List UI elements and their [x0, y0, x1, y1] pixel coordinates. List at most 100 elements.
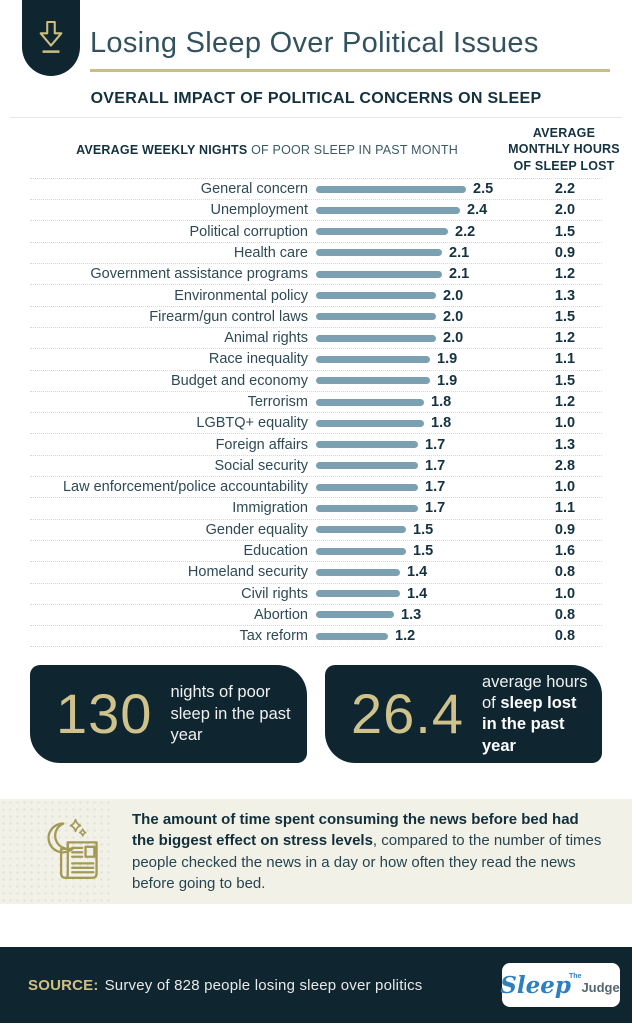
- hours-value: 2.2: [554, 181, 576, 198]
- nights-value: 2.1: [449, 244, 470, 261]
- table-row: Firearm/gun control laws 2.0 1.5: [30, 307, 602, 328]
- column-headers: AVERAGE WEEKLY NIGHTS OF POOR SLEEP IN P…: [30, 124, 624, 176]
- category-label: Budget and economy: [170, 372, 308, 389]
- stat-value: 26.4: [351, 682, 464, 746]
- table-row: Political corruption 2.2 1.5: [30, 221, 602, 243]
- bar: [316, 419, 424, 427]
- hours-value: 1.0: [554, 479, 576, 496]
- category-label: Political corruption: [189, 223, 308, 240]
- key-finding-note: The amount of time spent consuming the n…: [0, 799, 632, 905]
- nights-value: 1.7: [425, 436, 446, 453]
- category-label: Gender equality: [205, 521, 308, 538]
- table-row: Law enforcement/police accountability 1.…: [30, 477, 602, 499]
- bar: [316, 355, 430, 363]
- bar-cell: 2.1: [308, 266, 528, 282]
- nights-value: 1.8: [431, 415, 452, 432]
- hours-value: 1.5: [554, 308, 576, 325]
- bar: [316, 568, 400, 576]
- bar-cell: 1.4: [308, 564, 528, 580]
- category-label: Immigration: [232, 500, 308, 517]
- table-row: LGBTQ+ equality 1.8 1.0: [30, 413, 602, 435]
- source-text: Survey of 828 people losing sleep over p…: [104, 976, 423, 994]
- hours-value: 1.1: [554, 500, 576, 517]
- nights-value: 1.4: [407, 585, 428, 602]
- table-row: Animal rights 2.0 1.2: [30, 328, 602, 350]
- bar: [316, 313, 436, 321]
- bar-cell: 2.2: [308, 224, 528, 240]
- bar-cell: 1.9: [308, 373, 528, 389]
- nights-value: 2.2: [455, 223, 476, 240]
- bar-cell: 1.7: [308, 458, 528, 474]
- category-label: Social security: [214, 457, 308, 474]
- stat-description: average hours of sleep lost in the past …: [482, 672, 588, 758]
- bar: [316, 398, 424, 406]
- nights-value: 1.4: [407, 564, 428, 581]
- hours-value: 0.8: [554, 606, 576, 623]
- hours-value: 1.3: [554, 287, 576, 304]
- bar-cell: 2.5: [308, 181, 528, 197]
- bar: [316, 377, 430, 385]
- bar: [316, 270, 442, 278]
- hours-value: 1.5: [554, 223, 576, 240]
- section-title: OVERALL IMPACT OF POLITICAL CONCERNS ON …: [90, 89, 542, 107]
- hours-value: 1.0: [554, 415, 576, 432]
- category-label: Homeland security: [187, 564, 308, 581]
- bar: [316, 483, 418, 491]
- category-label: Abortion: [253, 606, 308, 623]
- nights-value: 1.7: [425, 479, 446, 496]
- nights-value: 2.4: [467, 202, 488, 219]
- hours-value: 1.6: [554, 543, 576, 560]
- table-row: Social security 1.7 2.8: [30, 456, 602, 478]
- download-badge: [22, 0, 80, 76]
- bar-cell: 2.0: [308, 309, 528, 325]
- category-label: Unemployment: [210, 202, 308, 219]
- source-label: SOURCE:: [28, 976, 99, 994]
- bar-cell: 1.5: [308, 543, 528, 559]
- hours-value: 1.5: [554, 372, 576, 389]
- bar: [316, 292, 436, 300]
- nights-value: 1.8: [431, 394, 452, 410]
- bar: [316, 462, 418, 470]
- bar-cell: 2.4: [308, 202, 528, 218]
- left-column-header-strong: AVERAGE WEEKLY NIGHTS: [76, 142, 248, 157]
- sleep-judge-logo[interactable]: Sleep The Judge: [500, 963, 620, 1008]
- left-column-header: AVERAGE WEEKLY NIGHTS OF POOR SLEEP IN P…: [30, 143, 504, 157]
- right-column-header: AVERAGE MONTHLY HOURS OF SLEEP LOST: [508, 125, 620, 174]
- category-label: Tax reform: [239, 628, 309, 645]
- bar: [316, 611, 394, 619]
- note-text: The amount of time spent consuming the n…: [132, 809, 602, 895]
- stat-text: nights of poor sleep in the past year: [170, 683, 291, 745]
- bar-cell: 1.8: [308, 394, 528, 410]
- table-row: Homeland security 1.4 0.8: [30, 562, 602, 584]
- hours-value: 2.8: [554, 457, 576, 474]
- stat-card-hours: 26.4 average hours of sleep lost in the …: [325, 665, 602, 764]
- footer: SOURCE: Survey of 828 people losing sleep…: [0, 947, 632, 1024]
- category-label: Environmental policy: [174, 287, 308, 304]
- bar-cell: 1.8: [308, 415, 528, 431]
- hours-value: 0.8: [554, 564, 576, 581]
- nights-value: 1.7: [425, 500, 446, 517]
- table-row: Immigration 1.7 1.1: [30, 498, 602, 520]
- bar-cell: 1.5: [308, 522, 528, 538]
- stat-text-bold: sleep lost in the past year: [482, 693, 577, 755]
- stat-description: nights of poor sleep in the past year: [170, 682, 293, 746]
- category-label: Terrorism: [247, 394, 308, 410]
- stat-text: average hours of: [482, 672, 588, 712]
- hours-value: 1.0: [554, 585, 576, 602]
- bar-cell: 1.2: [308, 628, 528, 644]
- nights-value: 1.5: [413, 521, 434, 538]
- table-row: Foreign affairs 1.7 1.3: [30, 434, 602, 456]
- category-label: Firearm/gun control laws: [149, 308, 308, 325]
- logo-sleep-text: Sleep: [500, 971, 571, 999]
- section-divider: [10, 116, 622, 118]
- category-label: Animal rights: [224, 330, 308, 347]
- stat-cards: 130 nights of poor sleep in the past yea…: [30, 665, 602, 764]
- bar: [316, 249, 442, 257]
- bar-chart: General concern 2.5 2.2 Unemployment 2.4…: [30, 177, 602, 648]
- table-row: Education 1.5 1.6: [30, 541, 602, 563]
- hours-value: 2.0: [554, 202, 576, 219]
- table-row: Government assistance programs 2.1 1.2: [30, 264, 602, 286]
- bar-cell: 1.7: [308, 500, 528, 516]
- category-label: General concern: [200, 181, 308, 198]
